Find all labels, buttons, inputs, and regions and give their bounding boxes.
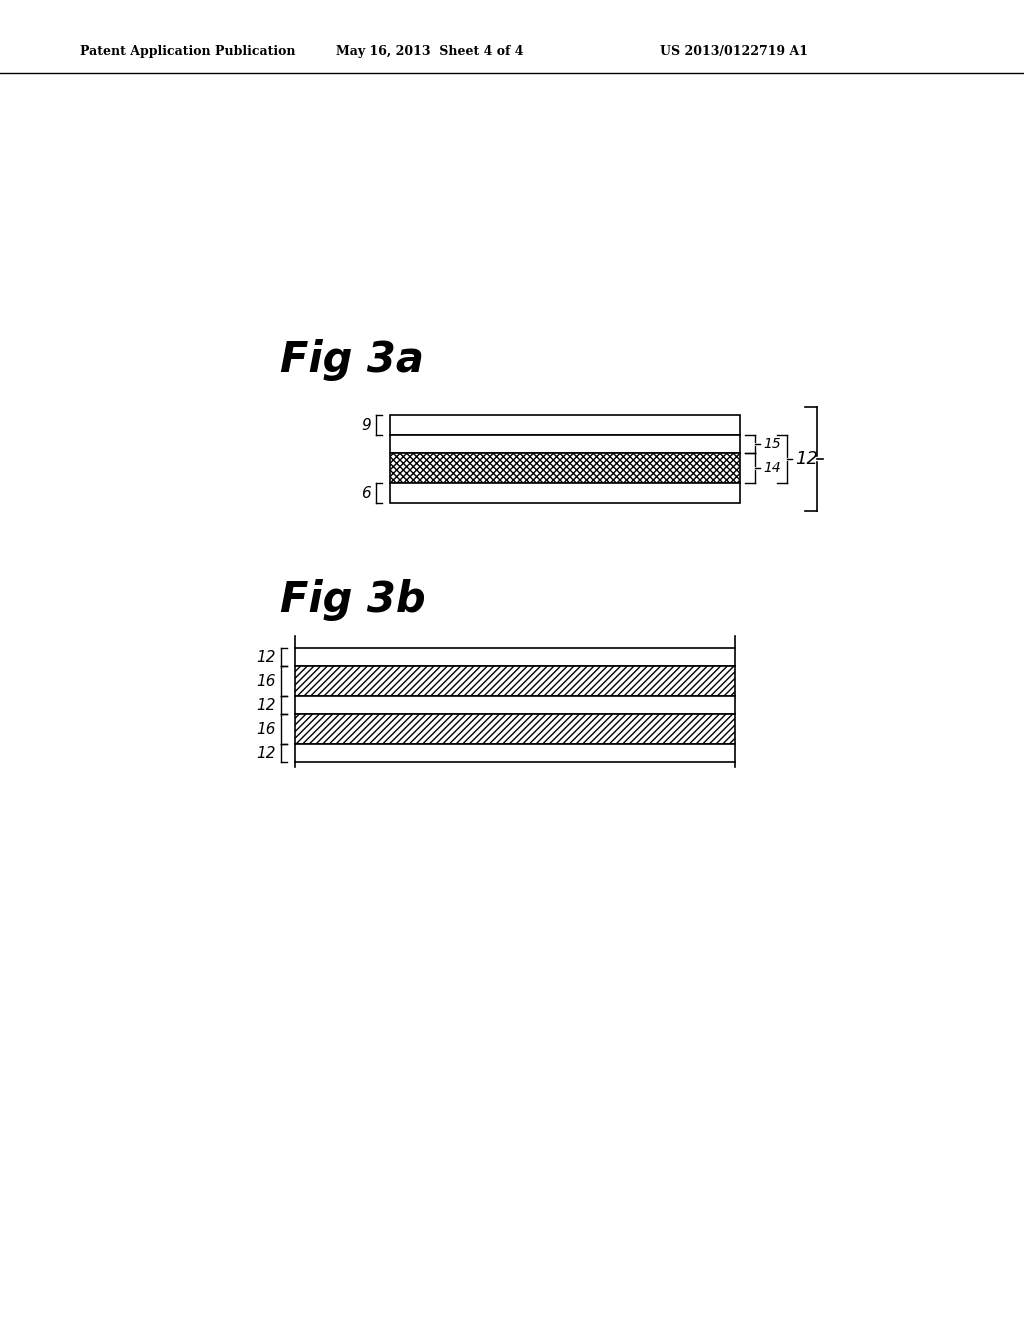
Text: May 16, 2013  Sheet 4 of 4: May 16, 2013 Sheet 4 of 4 xyxy=(336,45,523,58)
Bar xyxy=(295,744,735,762)
Text: 12: 12 xyxy=(256,649,276,664)
Text: 16: 16 xyxy=(256,722,276,737)
Text: 12: 12 xyxy=(795,450,818,469)
Text: Fig 3b: Fig 3b xyxy=(280,579,426,620)
Bar xyxy=(295,667,735,696)
Text: 6: 6 xyxy=(361,486,371,500)
Text: Patent Application Publication: Patent Application Publication xyxy=(80,45,296,58)
Bar xyxy=(390,453,740,483)
Bar xyxy=(295,696,735,714)
Text: 14: 14 xyxy=(763,461,780,475)
Bar xyxy=(390,483,740,503)
Text: Fig 3a: Fig 3a xyxy=(280,339,424,381)
Bar xyxy=(390,436,740,453)
Bar xyxy=(390,414,740,436)
Text: 16: 16 xyxy=(256,673,276,689)
Bar xyxy=(295,714,735,744)
Text: 12: 12 xyxy=(256,746,276,760)
Text: US 2013/0122719 A1: US 2013/0122719 A1 xyxy=(660,45,808,58)
Text: 9: 9 xyxy=(361,417,371,433)
Text: 15: 15 xyxy=(763,437,780,451)
Bar xyxy=(295,648,735,667)
Text: 12: 12 xyxy=(256,697,276,713)
